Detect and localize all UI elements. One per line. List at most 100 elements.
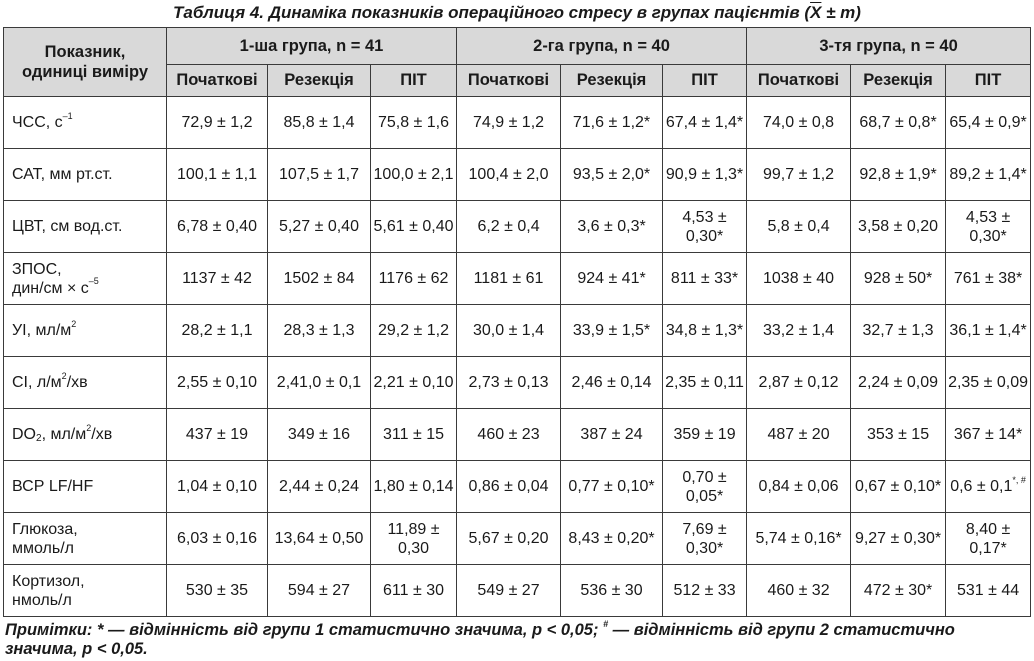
cell-value: 74,9 ± 1,2 — [472, 114, 545, 131]
table-row: DO2, мл/м2/хв 437 ± 19 349 ± 16 311 ± 15 460… — [3, 408, 1032, 461]
table-cell: 0,77 ± 0,10* — [560, 460, 664, 513]
cell-value: 5,61 ± 0,40 — [373, 218, 454, 235]
table-cell: 11,89 ± 0,30 — [369, 512, 458, 565]
table-cell: 6,2 ± 0,4 — [456, 200, 562, 253]
label-superscript: 2 — [71, 318, 77, 329]
stage-header: Резекція — [267, 64, 371, 97]
cell-value: 3,6 ± 0,3* — [577, 218, 646, 235]
table-cell: 74,9 ± 1,2 — [456, 96, 562, 149]
table-cell: 67,4 ± 1,4* — [662, 96, 748, 149]
table-body: ЧСС, с–1 72,9 ± 1,2 85,8 ± 1,4 75,8 ± 1,6 74… — [3, 96, 1032, 617]
table-cell: 75,8 ± 1,6 — [369, 96, 458, 149]
indicator-header: Показник, одиниці виміру — [3, 27, 167, 97]
table-cell: 2,41,0 ± 0,1 — [267, 356, 371, 409]
cell-value: 928 ± 50* — [863, 270, 933, 287]
cell-value: 30,0 ± 1,4 — [472, 322, 545, 339]
group-2-header: 2-га група, n = 40 — [456, 27, 748, 65]
table-cell: 928 ± 50* — [850, 252, 947, 305]
row-label: СІ, л/м2/хв — [3, 356, 167, 409]
cell-value: 460 ± 23 — [477, 426, 540, 443]
table-cell: 2,87 ± 0,12 — [746, 356, 852, 409]
table-cell: 33,2 ± 1,4 — [746, 304, 852, 357]
table-cell: 1137 ± 42 — [166, 252, 268, 305]
table-cell: 100,1 ± 1,1 — [166, 148, 268, 201]
cell-value: 512 ± 33 — [673, 582, 736, 599]
stage-header: Резекція — [560, 64, 664, 97]
row-label: ЦВТ, см вод.ст. — [3, 200, 167, 253]
row-label: ЗПОС, дин/см × с–5 — [3, 252, 167, 305]
cell-value: 460 ± 32 — [767, 582, 830, 599]
label-text: DO — [12, 426, 36, 443]
table-cell: 90,9 ± 1,3* — [662, 148, 748, 201]
cell-value: 93,5 ± 2,0* — [572, 166, 651, 183]
cell-value: 33,9 ± 1,5* — [572, 322, 651, 339]
table-cell: 2,24 ± 0,09 — [850, 356, 947, 409]
cell-value: 2,55 ± 0,10 — [177, 374, 257, 391]
table-cell: 1181 ± 61 — [456, 252, 562, 305]
cell-value: 67,4 ± 1,4* — [665, 114, 744, 131]
cell-value: 9,27 ± 0,30* — [854, 530, 942, 547]
cell-value: 2,46 ± 0,14 — [571, 374, 652, 391]
label-text: ЗПОС, — [12, 260, 62, 278]
table-cell: 2,46 ± 0,14 — [560, 356, 664, 409]
stage-header: Резекція — [850, 64, 947, 97]
table-cell: 359 ± 19 — [662, 408, 748, 461]
table-cell: 487 ± 20 — [746, 408, 852, 461]
cell-value: 387 ± 24 — [580, 426, 643, 443]
cell-value: 0,70 ± 0,05* — [682, 468, 727, 505]
table-row: Глюкоза, ммоль/л 6,03 ± 0,16 13,64 ± 0,50 11… — [3, 512, 1032, 565]
cell-value: 11,89 ± 0,30 — [387, 520, 440, 557]
cell-value: 100,0 ± 2,1 — [373, 166, 454, 183]
row-label: Глюкоза, ммоль/л — [3, 512, 167, 565]
cell-value: 611 ± 30 — [383, 582, 444, 599]
table-cell: 0,67 ± 0,10* — [850, 460, 947, 513]
table-cell: 71,6 ± 1,2* — [560, 96, 664, 149]
table-cell: 0,70 ± 0,05* — [662, 460, 748, 513]
cell-value: 28,3 ± 1,3 — [283, 322, 355, 339]
table-row: САТ, мм рт.ст. 100,1 ± 1,1 107,5 ± 1,7 100,… — [3, 148, 1032, 201]
cell-value: 0,86 ± 0,04 — [468, 478, 549, 495]
table-cell: 3,6 ± 0,3* — [560, 200, 664, 253]
table-cell: 72,9 ± 1,2 — [166, 96, 268, 149]
table-cell: 549 ± 27 — [456, 564, 562, 617]
cell-value: 28,2 ± 1,1 — [181, 322, 253, 339]
indicator-header-line1: Показник, — [44, 43, 126, 61]
cell-value: 85,8 ± 1,4 — [283, 114, 355, 131]
table-cell: 2,35 ± 0,11 — [662, 356, 748, 409]
table-cell: 2,21 ± 0,10 — [369, 356, 458, 409]
label-text-line2: ммоль/л — [12, 539, 74, 557]
cell-value: 68,7 ± 0,8* — [859, 114, 937, 131]
label-text: Глюкоза, — [12, 520, 78, 538]
label-text-line2: нмоль/л — [12, 591, 72, 609]
table-cell: 594 ± 27 — [267, 564, 371, 617]
label-superscript: –5 — [88, 276, 99, 287]
notes-part1: Примітки: * — відмінність від групи 1 ст… — [5, 621, 604, 639]
table-cell: 2,35 ± 0,09 — [945, 356, 1032, 409]
cell-value: 100,4 ± 2,0 — [468, 166, 549, 183]
table-notes: Примітки: * — відмінність від групи 1 ст… — [5, 619, 1031, 659]
cell-value: 1181 ± 61 — [473, 270, 544, 287]
cell-value: 34,8 ± 1,3* — [665, 322, 744, 339]
table-cell: 107,5 ± 1,7 — [267, 148, 371, 201]
stage-header: Початкові — [166, 64, 268, 97]
cell-value: 311 ± 15 — [383, 426, 444, 443]
stage-header: Початкові — [456, 64, 562, 97]
caption-mean-symbol: X — [810, 3, 822, 22]
table-row: УІ, мл/м2 28,2 ± 1,1 28,3 ± 1,3 29,2 ± 1,2 3… — [3, 304, 1032, 357]
table-cell: 349 ± 16 — [267, 408, 371, 461]
table-cell: 85,8 ± 1,4 — [267, 96, 371, 149]
table-cell: 100,4 ± 2,0 — [456, 148, 562, 201]
table-cell: 811 ± 33* — [662, 252, 748, 305]
stage-header: ПІТ — [662, 64, 748, 97]
table-cell: 93,5 ± 2,0* — [560, 148, 664, 201]
table-cell: 1038 ± 40 — [746, 252, 852, 305]
cell-value: 33,2 ± 1,4 — [763, 322, 835, 339]
table-cell: 89,2 ± 1,4* — [945, 148, 1032, 201]
cell-value: 90,9 ± 1,3* — [665, 166, 744, 183]
cell-value: 594 ± 27 — [287, 582, 351, 599]
cell-value: 531 ± 44 — [956, 582, 1020, 599]
table-cell: 0,86 ± 0,04 — [456, 460, 562, 513]
row-label: ВСР LF/HF — [3, 460, 167, 513]
label-text-tail: /хв — [91, 426, 113, 443]
table-cell: 92,8 ± 1,9* — [850, 148, 947, 201]
